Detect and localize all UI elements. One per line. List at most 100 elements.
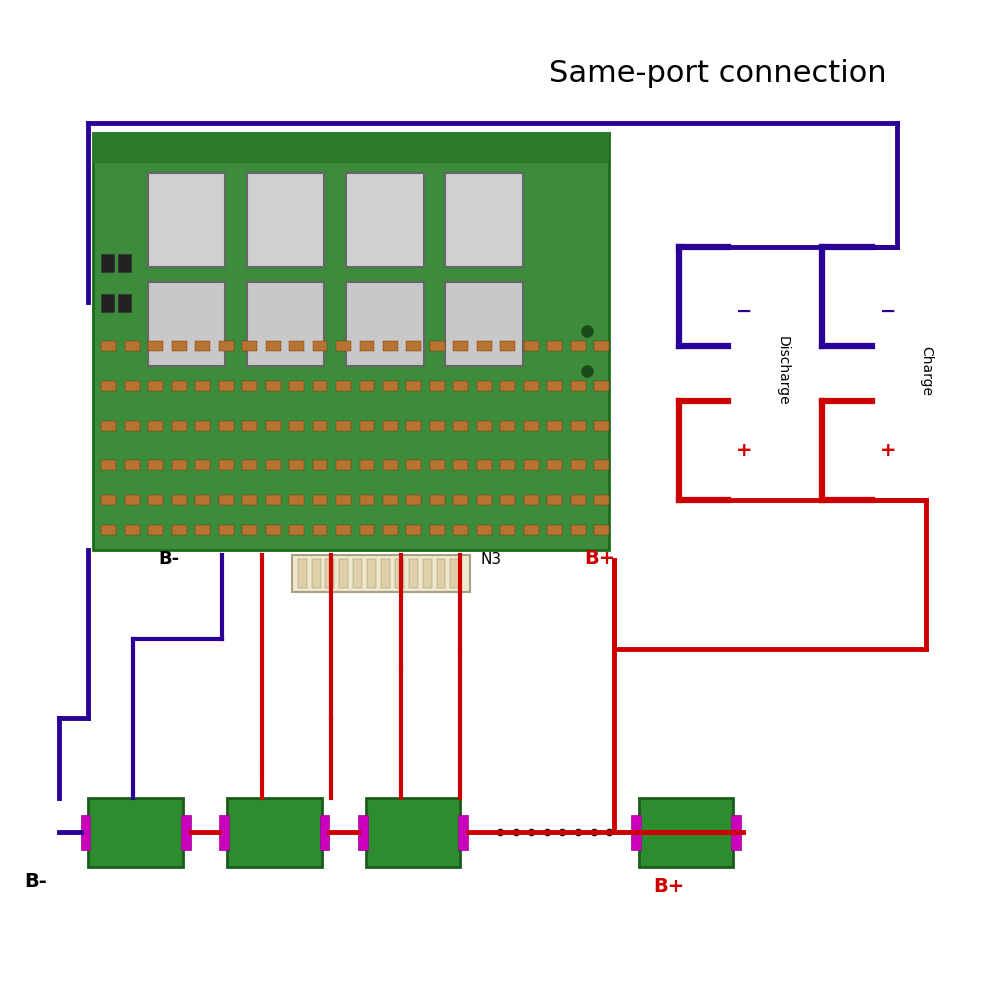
Bar: [547, 495, 562, 505]
Bar: [313, 341, 327, 351]
Bar: [266, 421, 281, 431]
Bar: [292, 555, 470, 592]
Bar: [242, 495, 257, 505]
Bar: [524, 495, 539, 505]
Bar: [266, 495, 281, 505]
Bar: [571, 460, 586, 470]
Bar: [731, 815, 741, 850]
Bar: [172, 381, 187, 391]
Bar: [298, 559, 307, 588]
Bar: [477, 381, 492, 391]
Bar: [118, 254, 131, 272]
Bar: [266, 381, 281, 391]
Bar: [172, 460, 187, 470]
Bar: [336, 381, 351, 391]
Bar: [360, 495, 374, 505]
Bar: [453, 525, 468, 535]
Bar: [571, 421, 586, 431]
Text: +: +: [736, 441, 753, 460]
Bar: [547, 381, 562, 391]
Bar: [406, 460, 421, 470]
Bar: [336, 525, 351, 535]
Bar: [219, 815, 229, 850]
Bar: [639, 798, 733, 867]
Bar: [477, 421, 492, 431]
Bar: [346, 282, 424, 366]
Bar: [242, 421, 257, 431]
Bar: [500, 495, 515, 505]
Bar: [406, 381, 421, 391]
Bar: [524, 381, 539, 391]
Bar: [88, 798, 183, 867]
Bar: [383, 381, 398, 391]
Bar: [360, 381, 374, 391]
Bar: [395, 559, 404, 588]
Bar: [101, 460, 116, 470]
Bar: [148, 525, 163, 535]
Bar: [450, 559, 459, 588]
Bar: [312, 559, 321, 588]
Text: +: +: [880, 441, 896, 460]
Bar: [93, 133, 609, 550]
Bar: [383, 341, 398, 351]
Bar: [148, 282, 225, 366]
Bar: [313, 381, 327, 391]
Bar: [500, 341, 515, 351]
Bar: [346, 173, 424, 267]
Bar: [594, 341, 609, 351]
Bar: [336, 460, 351, 470]
Bar: [430, 495, 445, 505]
Bar: [423, 559, 432, 588]
Bar: [547, 421, 562, 431]
Bar: [289, 525, 304, 535]
Bar: [289, 421, 304, 431]
Bar: [594, 525, 609, 535]
Bar: [266, 460, 281, 470]
Bar: [219, 381, 234, 391]
Bar: [266, 525, 281, 535]
Bar: [289, 495, 304, 505]
Bar: [477, 525, 492, 535]
Text: B+: B+: [584, 549, 616, 568]
Bar: [594, 460, 609, 470]
Bar: [313, 525, 327, 535]
Text: N3: N3: [480, 552, 501, 567]
Bar: [93, 133, 609, 163]
Bar: [445, 173, 523, 267]
Bar: [524, 341, 539, 351]
Bar: [242, 381, 257, 391]
Bar: [219, 525, 234, 535]
Bar: [571, 341, 586, 351]
Bar: [101, 341, 116, 351]
Bar: [353, 559, 362, 588]
Bar: [336, 421, 351, 431]
Bar: [524, 421, 539, 431]
Bar: [313, 495, 327, 505]
Bar: [172, 525, 187, 535]
Bar: [358, 815, 368, 850]
Bar: [430, 525, 445, 535]
Bar: [289, 341, 304, 351]
Text: −: −: [880, 302, 896, 321]
Bar: [148, 341, 163, 351]
Bar: [406, 421, 421, 431]
Bar: [366, 798, 460, 867]
Bar: [289, 381, 304, 391]
Bar: [242, 341, 257, 351]
Bar: [453, 421, 468, 431]
Text: Charge: Charge: [919, 346, 933, 396]
Bar: [437, 559, 445, 588]
Bar: [339, 559, 348, 588]
Bar: [594, 381, 609, 391]
Bar: [125, 460, 140, 470]
Bar: [320, 815, 329, 850]
Bar: [383, 421, 398, 431]
Bar: [383, 460, 398, 470]
Bar: [360, 525, 374, 535]
Bar: [445, 282, 523, 366]
Bar: [360, 460, 374, 470]
Bar: [219, 460, 234, 470]
Bar: [172, 421, 187, 431]
Bar: [571, 381, 586, 391]
Bar: [547, 525, 562, 535]
